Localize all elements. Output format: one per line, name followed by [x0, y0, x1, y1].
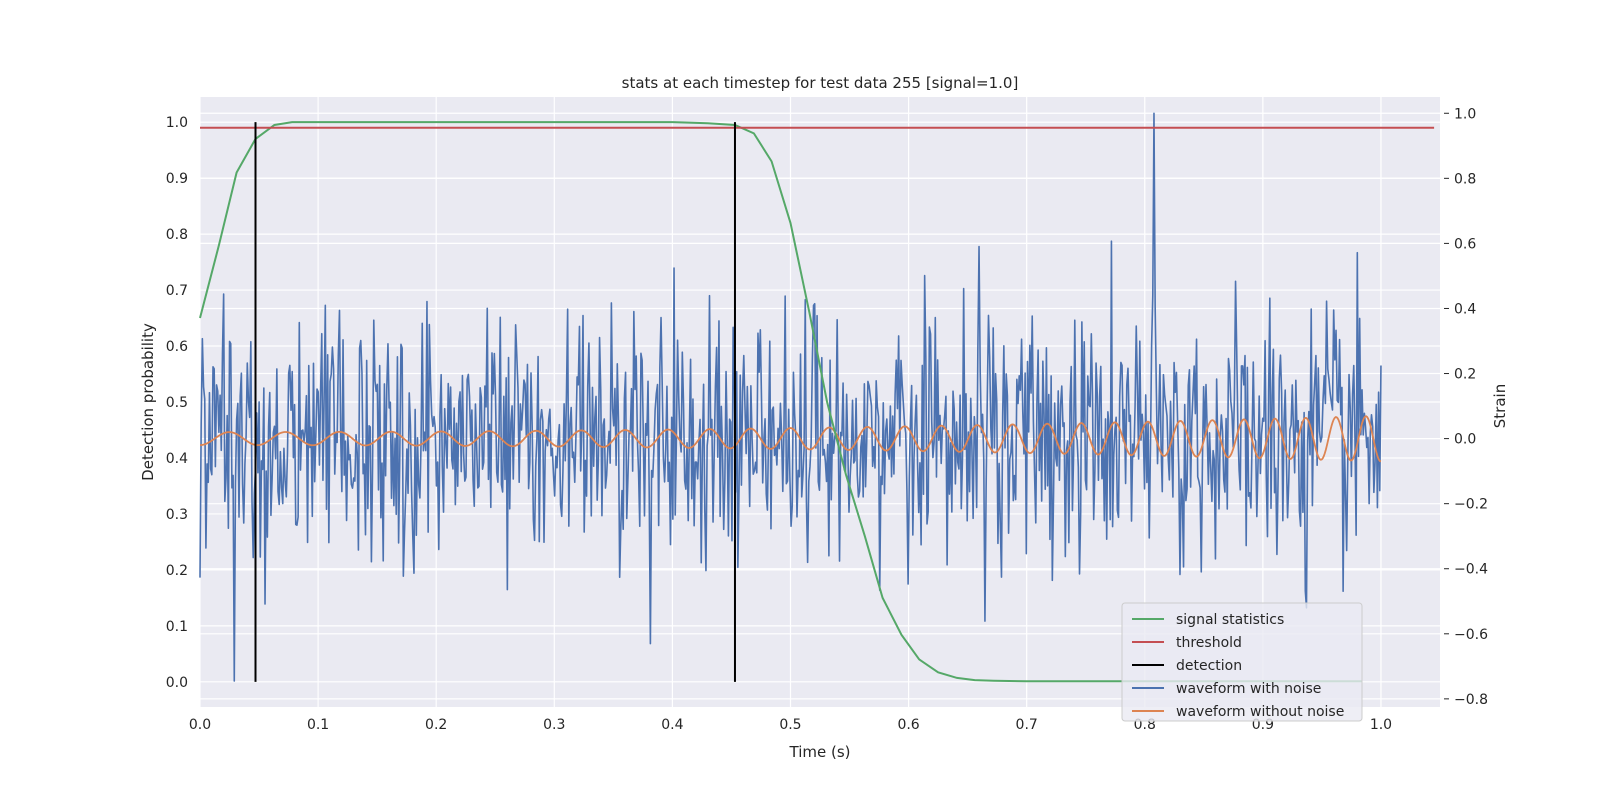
y-right-tick-label: −0.6	[1454, 627, 1488, 643]
y-left-tick-label: 0.6	[166, 339, 188, 355]
x-tick-label: 0.2	[425, 717, 447, 733]
legend-box	[1121, 602, 1363, 722]
y-left-tick-label: 1.0	[166, 115, 188, 131]
series-line-signal-statistics	[199, 121, 1363, 683]
x-tick-labels: 0.0 0.1 0.2 0.3 0.4 0.5 0.6 0.7 0.8 0.9 1.0	[189, 717, 1392, 733]
x-tick-label: 0.0	[189, 717, 211, 733]
y-right-tick-label: 0.2	[1454, 367, 1476, 383]
y-right-tick-label: 0.8	[1454, 171, 1476, 187]
chart-title: stats at each timestep for test data 255…	[622, 74, 1019, 92]
legend-label: signal statistics	[1176, 612, 1284, 628]
x-tick-label: 0.7	[1016, 717, 1038, 733]
series-layer	[199, 112, 1435, 683]
y-left-tick-label: 0.1	[166, 619, 188, 635]
y-left-tick-label: 0.9	[166, 171, 188, 187]
y-right-tick-label: 0.0	[1454, 432, 1476, 448]
y-left-tick-label: 0.0	[166, 675, 188, 691]
y-axis-left-label: Detection probability	[139, 323, 157, 481]
y-axis-right-label: Strain	[1491, 384, 1509, 428]
legend-label: threshold	[1176, 635, 1242, 651]
legend-label: detection	[1176, 658, 1242, 674]
legend: signal statistics threshold detection wavef…	[1121, 602, 1363, 722]
series-line-waveform-without-noise	[199, 415, 1382, 463]
x-tick-label: 0.5	[779, 717, 801, 733]
y-left-tick-label: 0.7	[166, 283, 188, 299]
y-left-tick-label: 0.4	[166, 451, 188, 467]
y-right-tick-labels: −0.8 −0.6 −0.4 −0.2 0.0 0.2 0.4 0.6 0.8 1.0	[1444, 106, 1488, 708]
x-axis-label: Time (s)	[789, 743, 851, 761]
x-tick-label: 0.4	[661, 717, 683, 733]
y-right-tick-label: 0.6	[1454, 236, 1476, 252]
y-left-tick-labels: 0.0 0.1 0.2 0.3 0.4 0.5 0.6 0.7 0.8 0.9 1.0	[166, 115, 188, 691]
y-right-tick-label: 1.0	[1454, 106, 1476, 122]
series-line-waveform-with-noise	[199, 112, 1382, 682]
x-tick-label: 0.3	[543, 717, 565, 733]
y-left-tick-label: 0.2	[166, 563, 188, 579]
y-left-tick-label: 0.8	[166, 227, 188, 243]
x-tick-label: 0.1	[307, 717, 329, 733]
x-tick-label: 0.6	[897, 717, 919, 733]
y-right-tick-label: 0.4	[1454, 301, 1476, 317]
y-left-tick-label: 0.5	[166, 395, 188, 411]
y-right-tick-label: −0.2	[1454, 497, 1488, 513]
legend-label: waveform without noise	[1176, 704, 1344, 720]
legend-label: waveform with noise	[1176, 681, 1321, 697]
y-right-tick-label: −0.4	[1454, 562, 1488, 578]
x-tick-label: 1.0	[1370, 717, 1392, 733]
y-right-tick-label: −0.8	[1454, 692, 1488, 708]
y-left-tick-label: 0.3	[166, 507, 188, 523]
